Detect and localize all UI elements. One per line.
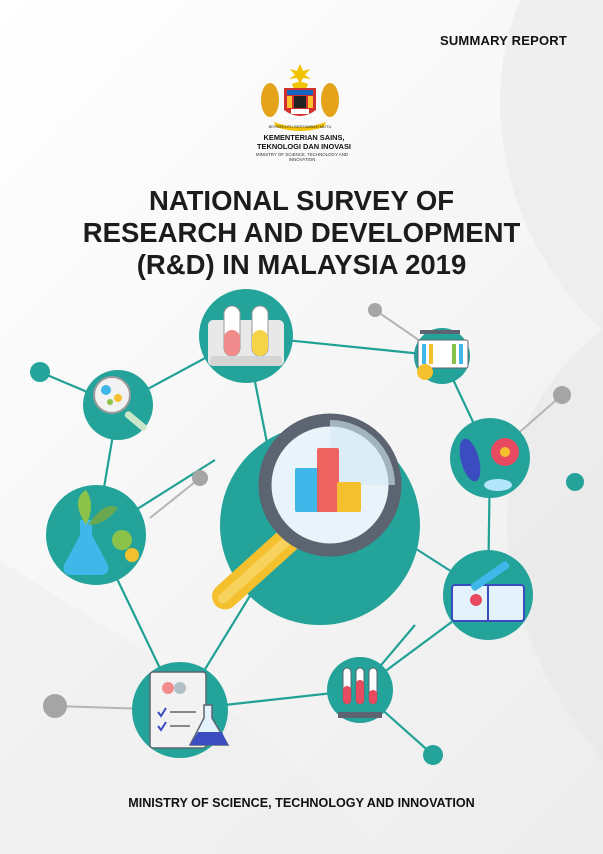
ministry-name-malay-line1: KEMENTERIAN SAINS,: [263, 133, 345, 142]
plant-in-flask-icon: [46, 485, 146, 585]
ministry-footer: MINISTRY OF SCIENCE, TECHNOLOGY AND INNO…: [128, 796, 475, 810]
report-title-line3: (R&D) IN MALAYSIA 2019: [136, 249, 467, 280]
network-gray-dot: [368, 303, 382, 317]
network-dot: [30, 362, 50, 382]
ministry-name-english-small: MINISTRY OF SCIENCE, TECHNOLOGY AND INNO…: [255, 152, 349, 162]
test-tubes-icon: [199, 289, 293, 383]
report-title-line2: RESEARCH AND DEVELOPMENT: [82, 217, 521, 248]
blood-samples-icon: [327, 657, 393, 723]
svg-text:BERSEKUTU BERTAMBAH MUTU: BERSEKUTU BERTAMBAH MUTU: [269, 124, 332, 129]
network-gray-dot: [43, 694, 67, 718]
magnifier-petri-dish-icon: [83, 370, 153, 440]
laboratory-bench-icon: [414, 328, 470, 384]
report-type-label: SUMMARY REPORT: [439, 33, 567, 48]
network-dot: [566, 473, 584, 491]
network-gray-dot: [192, 470, 208, 486]
malaysia-coat-of-arms-icon: BERSEKUTU BERTAMBAH MUTU: [261, 64, 339, 131]
magnifying-glass-bar-chart-icon: [212, 413, 420, 625]
network-dot: [423, 745, 443, 765]
ministry-name-malay: KEMENTERIAN SAINS, TEKNOLOGI DAN INOVASI: [254, 133, 354, 151]
report-title: NATIONAL SURVEY OF RESEARCH AND DEVELOPM…: [0, 185, 603, 281]
checklist-flask-icon: [132, 662, 230, 758]
network-gray-dot: [553, 386, 571, 404]
ministry-name-malay-line2: TEKNOLOGI DAN INOVASI: [257, 142, 351, 151]
book-syringe-icon: [443, 550, 533, 640]
report-title-line1: NATIONAL SURVEY OF: [148, 185, 455, 216]
bacteria-virus-icon: [450, 418, 530, 498]
